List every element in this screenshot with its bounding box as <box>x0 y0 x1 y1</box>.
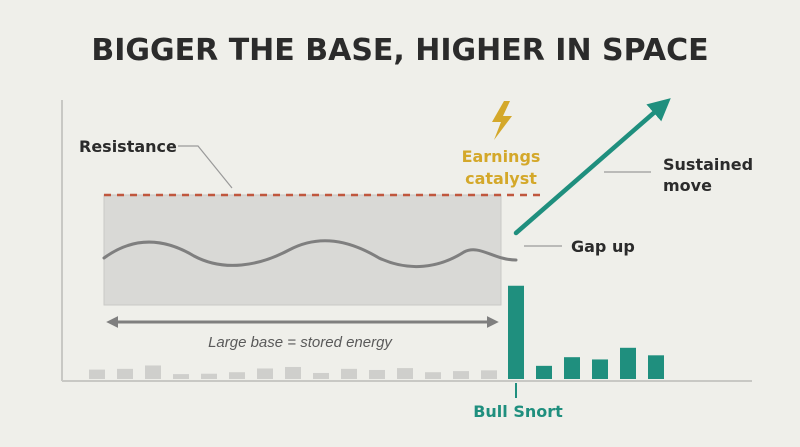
volume-bar-base <box>257 368 273 379</box>
volume-bar-base <box>145 365 161 379</box>
resistance-label: Resistance <box>79 137 177 156</box>
base-region <box>103 194 502 306</box>
earnings-catalyst-label-line2: catalyst <box>465 169 537 188</box>
volume-bar-base <box>117 368 133 379</box>
volume-bar-breakout <box>592 359 608 379</box>
earnings-catalyst-label-line1: Earnings <box>462 147 541 166</box>
volume-bar-base <box>89 369 105 379</box>
volume-bar-base <box>397 368 413 379</box>
volume-bar-breakout <box>648 355 664 379</box>
volume-bar-breakout <box>620 347 636 379</box>
volume-bar-base <box>453 371 469 379</box>
sustained-move-arrow <box>513 98 671 236</box>
volume-bar-base <box>285 366 301 379</box>
volume-bar-base <box>341 368 357 379</box>
volume-bar-base <box>369 369 385 379</box>
volume-bar-base <box>481 370 497 379</box>
volume-bar-base <box>425 372 441 379</box>
volume-bar-base <box>313 372 329 379</box>
page-title: BIGGER THE BASE, HIGHER IN SPACE <box>91 33 708 68</box>
base-caption: Large base = stored energy <box>208 334 393 351</box>
resistance-leader <box>178 145 233 189</box>
sustained-move-label-line2: move <box>663 176 712 195</box>
volume-bar-base <box>229 372 245 379</box>
gap-up-label: Gap up <box>571 237 635 256</box>
bull-snort-label: Bull Snort <box>473 402 563 421</box>
volume-bar-breakout <box>564 357 580 379</box>
volume-bar-breakout <box>536 365 552 379</box>
volume-bars <box>89 285 664 379</box>
volume-bar-base <box>201 373 217 379</box>
lightning-bolt-icon <box>492 101 512 140</box>
sustained-move-label-line1: Sustained <box>663 155 753 174</box>
volume-bar-base <box>173 374 189 379</box>
volume-bar-bull-snort <box>508 285 524 379</box>
price-wave <box>102 239 518 269</box>
